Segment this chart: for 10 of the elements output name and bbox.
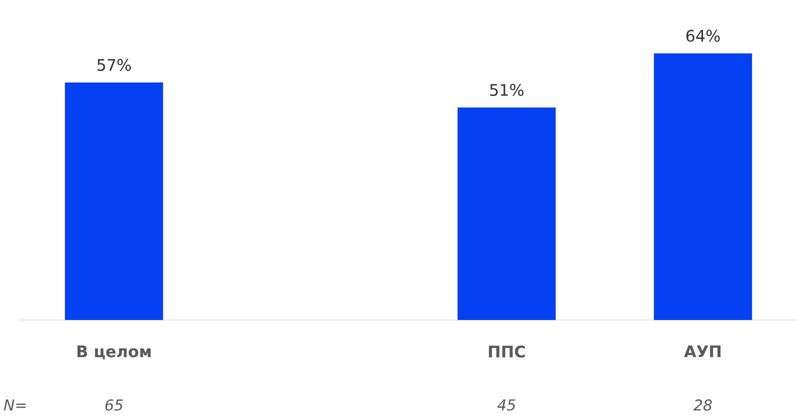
x-tick-label: АУП <box>684 346 720 358</box>
data-label: 51% <box>490 84 524 96</box>
x-tick-label: ППС <box>488 346 525 358</box>
data-label: 64% <box>686 30 720 42</box>
data-label: 57% <box>98 58 131 71</box>
text: N= <box>4 400 26 410</box>
text: 45 <box>497 399 516 411</box>
text: 65 <box>105 399 123 411</box>
x-tick-label: В целом <box>77 346 151 360</box>
text: 28 <box>694 399 712 411</box>
